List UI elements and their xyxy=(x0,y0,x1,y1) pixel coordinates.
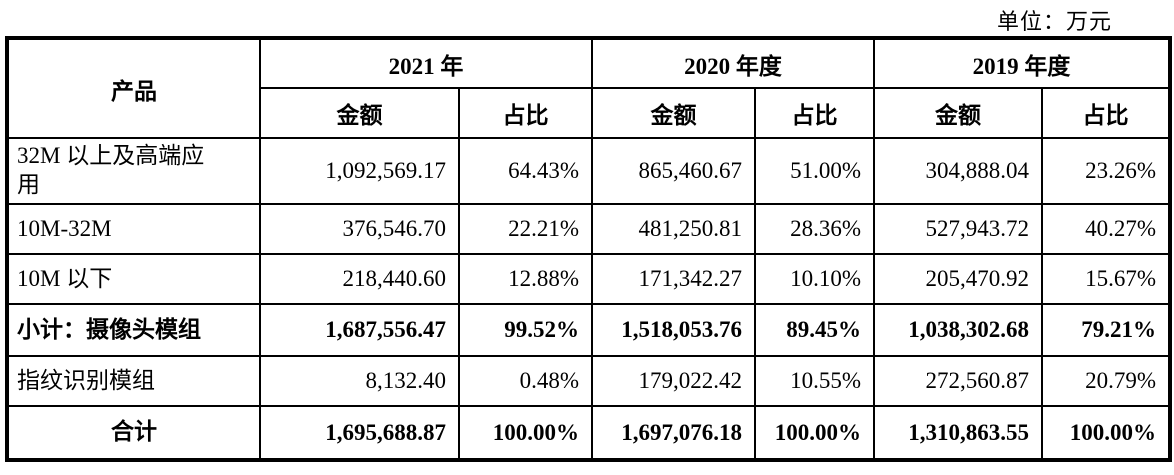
share-cell-2020: 28.36% xyxy=(754,203,875,255)
header-amount-2020: 金额 xyxy=(591,87,756,139)
amount-cell-2020: 171,342.27 xyxy=(591,253,756,305)
share-cell-2019: 20.79% xyxy=(1041,355,1171,407)
product-cell: 合计 xyxy=(6,405,261,461)
amount-cell-2021: 1,687,556.47 xyxy=(259,303,460,357)
share-cell-2020: 10.55% xyxy=(754,355,875,407)
product-cell: 指纹识别模组 xyxy=(6,355,261,407)
header-amount-2021: 金额 xyxy=(259,87,460,139)
product-cell: 小计：摄像头模组 xyxy=(6,303,261,357)
share-cell-2021: 100.00% xyxy=(458,405,593,461)
amount-cell-2020: 1,518,053.76 xyxy=(591,303,756,357)
share-cell-2021: 12.88% xyxy=(458,253,593,305)
header-year-2019: 2019 年度 xyxy=(873,37,1171,89)
amount-cell-2021: 218,440.60 xyxy=(259,253,460,305)
header-amount-2019: 金额 xyxy=(873,87,1043,139)
table-row: 10M-32M 376,546.70 22.21% 481,250.81 28.… xyxy=(6,203,1171,255)
amount-cell-2021: 1,695,688.87 xyxy=(259,405,460,461)
share-cell-2020: 51.00% xyxy=(754,137,875,205)
share-cell-2019: 100.00% xyxy=(1041,405,1171,461)
header-share-2021: 占比 xyxy=(458,87,593,139)
share-cell-2020: 100.00% xyxy=(754,405,875,461)
total-row: 合计 1,695,688.87 100.00% 1,697,076.18 100… xyxy=(6,405,1171,461)
share-cell-2019: 15.67% xyxy=(1041,253,1171,305)
share-cell-2020: 89.45% xyxy=(754,303,875,357)
unit-label: 单位：万元 xyxy=(996,9,1112,34)
table-row: 指纹识别模组 8,132.40 0.48% 179,022.42 10.55% … xyxy=(6,355,1171,407)
share-cell-2019: 79.21% xyxy=(1041,303,1171,357)
header-share-2019: 占比 xyxy=(1041,87,1171,139)
amount-cell-2019: 304,888.04 xyxy=(873,137,1043,205)
share-cell-2021: 22.21% xyxy=(458,203,593,255)
product-cell: 10M-32M xyxy=(6,203,261,255)
share-cell-2020: 10.10% xyxy=(754,253,875,305)
amount-cell-2020: 1,697,076.18 xyxy=(591,405,756,461)
amount-cell-2019: 205,470.92 xyxy=(873,253,1043,305)
product-cell: 10M 以下 xyxy=(6,253,261,305)
amount-cell-2020: 179,022.42 xyxy=(591,355,756,407)
share-cell-2021: 99.52% xyxy=(458,303,593,357)
amount-cell-2019: 272,560.87 xyxy=(873,355,1043,407)
amount-cell-2021: 376,546.70 xyxy=(259,203,460,255)
header-row-years: 产品 2021 年 2020 年度 2019 年度 xyxy=(6,37,1171,139)
share-cell-2021: 0.48% xyxy=(458,355,593,407)
revenue-by-product-table: 产品 2021 年 2020 年度 2019 年度 金额 占比 金额 占比 金额… xyxy=(5,36,1172,462)
amount-cell-2020: 481,250.81 xyxy=(591,203,756,255)
product-cell: 32M 以上及高端应 用 xyxy=(6,137,261,205)
header-year-2020: 2020 年度 xyxy=(591,37,875,89)
share-cell-2019: 23.26% xyxy=(1041,137,1171,205)
amount-cell-2019: 1,038,302.68 xyxy=(873,303,1043,357)
amount-cell-2019: 1,310,863.55 xyxy=(873,405,1043,461)
header-product: 产品 xyxy=(6,37,261,139)
subtotal-row: 小计：摄像头模组 1,687,556.47 99.52% 1,518,053.7… xyxy=(6,303,1171,357)
header-year-2021: 2021 年 xyxy=(259,37,593,89)
header-share-2020: 占比 xyxy=(754,87,875,139)
table-row: 10M 以下 218,440.60 12.88% 171,342.27 10.1… xyxy=(6,253,1171,305)
header-row-subcolumns: 金额 占比 金额 占比 金额 占比 xyxy=(7,87,1171,139)
share-cell-2019: 40.27% xyxy=(1041,203,1171,255)
amount-cell-2020: 865,460.67 xyxy=(591,137,756,205)
table-row: 32M 以上及高端应 用 1,092,569.17 64.43% 865,460… xyxy=(6,137,1171,205)
amount-cell-2019: 527,943.72 xyxy=(873,203,1043,255)
amount-cell-2021: 8,132.40 xyxy=(259,355,460,407)
share-cell-2021: 64.43% xyxy=(458,137,593,205)
amount-cell-2021: 1,092,569.17 xyxy=(259,137,460,205)
